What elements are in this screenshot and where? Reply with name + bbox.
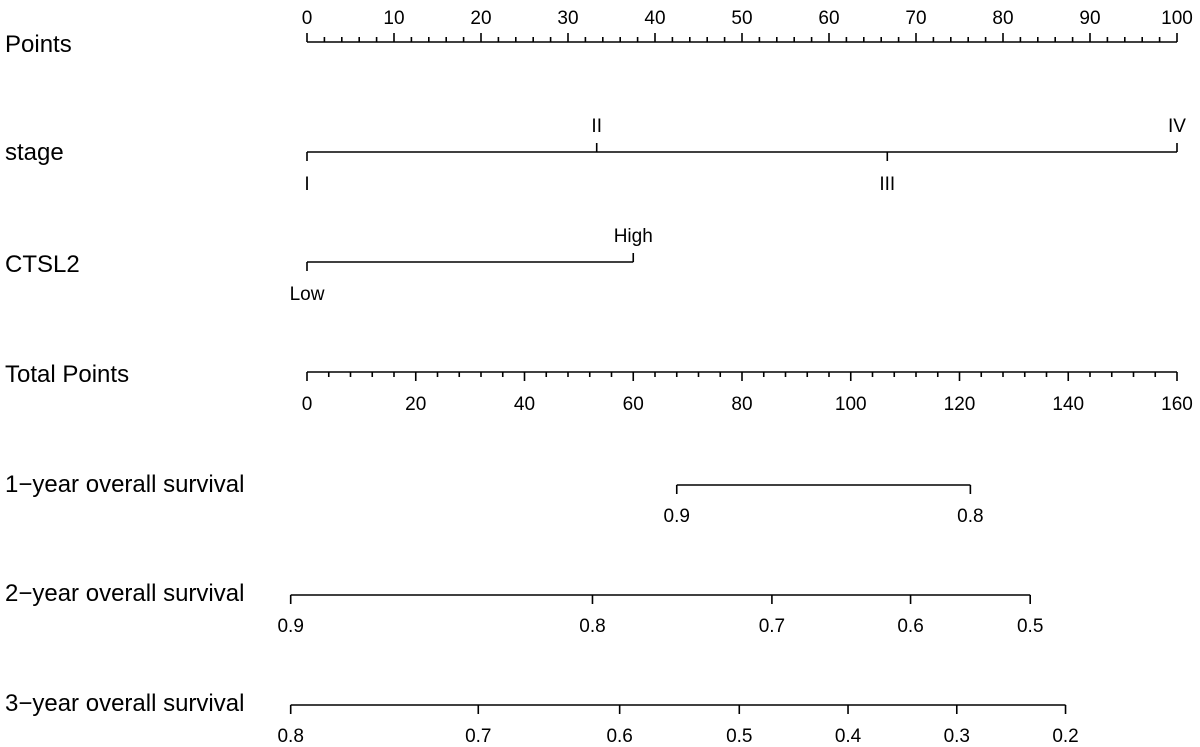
tick-label-1-1: II: [591, 116, 602, 137]
tick-label-3-2: 40: [514, 394, 535, 415]
row-label-3: Total Points: [5, 361, 129, 388]
tick-label-1-2: III: [879, 174, 895, 195]
tick-label-6-3: 0.5: [726, 726, 752, 747]
tick-label-5-2: 0.7: [759, 616, 785, 637]
tick-label-3-1: 20: [405, 394, 426, 415]
tick-label-0-6: 60: [818, 8, 839, 29]
tick-label-5-0: 0.9: [277, 616, 303, 637]
row-label-5: 2−year overall survival: [5, 580, 244, 607]
tick-label-6-1: 0.7: [465, 726, 491, 747]
tick-label-6-4: 0.4: [835, 726, 862, 747]
tick-label-0-2: 20: [470, 8, 491, 29]
tick-label-0-10: 100: [1161, 8, 1193, 29]
row-label-1: stage: [5, 139, 64, 166]
tick-label-0-5: 50: [731, 8, 752, 29]
tick-label-5-4: 0.5: [1017, 616, 1043, 637]
tick-label-3-7: 140: [1052, 394, 1084, 415]
tick-label-6-2: 0.6: [606, 726, 632, 747]
tick-label-2-1: High: [614, 226, 653, 247]
tick-label-3-3: 60: [623, 394, 644, 415]
tick-label-0-3: 30: [557, 8, 578, 29]
tick-label-0-1: 10: [383, 8, 404, 29]
tick-label-0-8: 80: [992, 8, 1013, 29]
tick-label-3-6: 120: [944, 394, 976, 415]
tick-label-1-3: IV: [1168, 116, 1186, 137]
tick-label-4-1: 0.8: [957, 506, 983, 527]
row-label-0: Points: [5, 31, 72, 58]
tick-label-6-5: 0.3: [944, 726, 970, 747]
tick-label-1-0: I: [304, 174, 309, 195]
tick-label-3-0: 0: [302, 394, 313, 415]
tick-label-5-1: 0.8: [579, 616, 605, 637]
tick-label-0-0: 0: [302, 8, 313, 29]
tick-label-3-4: 80: [731, 394, 752, 415]
tick-label-3-5: 100: [835, 394, 867, 415]
tick-label-4-0: 0.9: [664, 506, 690, 527]
tick-label-0-7: 70: [905, 8, 926, 29]
tick-label-0-4: 40: [644, 8, 665, 29]
row-label-4: 1−year overall survival: [5, 471, 244, 498]
tick-label-6-6: 0.2: [1052, 726, 1078, 747]
tick-label-5-3: 0.6: [897, 616, 923, 637]
tick-label-6-0: 0.8: [277, 726, 303, 747]
tick-label-3-8: 160: [1161, 394, 1193, 415]
tick-label-2-0: Low: [290, 284, 325, 305]
tick-label-0-9: 90: [1079, 8, 1100, 29]
row-label-6: 3−year overall survival: [5, 690, 244, 717]
row-label-2: CTSL2: [5, 251, 80, 278]
